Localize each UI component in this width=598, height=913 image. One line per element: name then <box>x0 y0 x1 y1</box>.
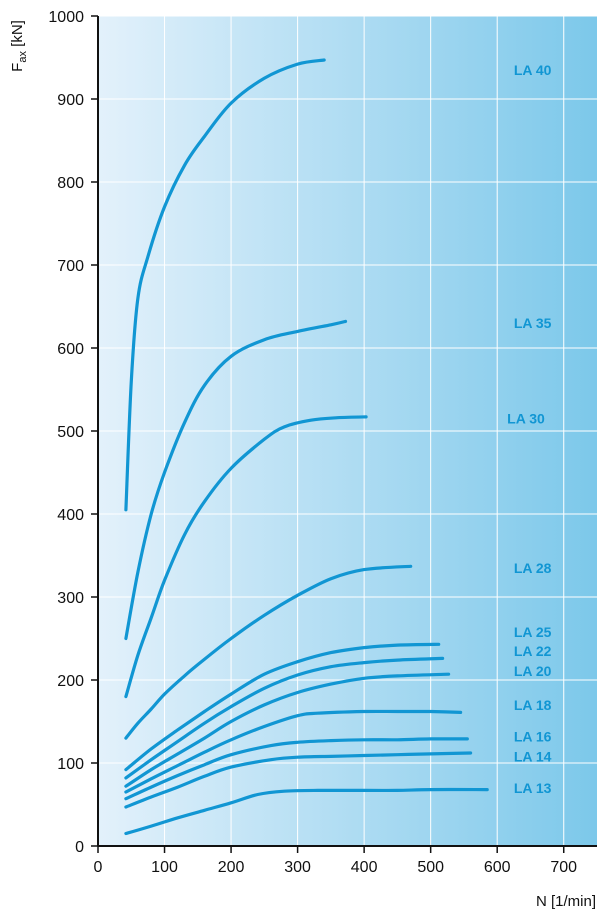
y-tick-label: 300 <box>57 590 84 607</box>
series-label-la-35: LA 35 <box>514 315 552 331</box>
series-line-la-35 <box>124 319 348 641</box>
series-line-la-20 <box>124 672 451 788</box>
series-label-la-28: LA 28 <box>514 560 552 576</box>
series-label-la-16: LA 16 <box>514 728 552 744</box>
series-line-la-16 <box>124 737 469 801</box>
y-tick-label: 200 <box>57 673 84 690</box>
y-tick-label: 100 <box>57 756 84 773</box>
series-label-la-22: LA 22 <box>514 643 552 659</box>
series-label-la-14: LA 14 <box>514 748 552 764</box>
series-line-la-30 <box>124 415 368 699</box>
y-tick-label: 0 <box>75 839 84 856</box>
series-label-la-13: LA 13 <box>514 780 552 796</box>
series-line-la-40 <box>124 58 326 512</box>
series-label-la-20: LA 20 <box>514 663 552 679</box>
curves <box>124 58 489 836</box>
y-tick-label: 400 <box>57 507 84 524</box>
series-line-la-25 <box>124 642 441 772</box>
y-tick-label: 800 <box>57 175 84 192</box>
x-tick-label: 300 <box>284 859 311 876</box>
x-tick-label: 400 <box>351 859 378 876</box>
x-tick-label: 200 <box>218 859 245 876</box>
series-label-la-18: LA 18 <box>514 697 552 713</box>
series-label-la-30: LA 30 <box>507 411 545 427</box>
x-tick-label: 700 <box>550 859 577 876</box>
series-line-la-13 <box>124 787 489 836</box>
series-label-la-25: LA 25 <box>514 624 552 640</box>
axes: 0 100 200 300 400 500 600 700 800 900 1000 0 100 200 3… <box>48 9 597 876</box>
x-axis-label: N [1/min] <box>536 893 596 910</box>
y-tick-label: 600 <box>57 341 84 358</box>
x-tick-label: 600 <box>484 859 511 876</box>
series-line-la-14 <box>124 751 473 809</box>
series-labels: LA 40 LA 35 LA 30 LA 28 LA 25 LA 22 LA 20 LA 18… <box>507 62 551 796</box>
series-line-la-18 <box>124 709 463 794</box>
x-tick-label: 0 <box>94 859 103 876</box>
x-tick-label: 500 <box>417 859 444 876</box>
y-tick-label: 500 <box>57 424 84 441</box>
y-tick-label: 900 <box>57 92 84 109</box>
y-tick-label: 1000 <box>48 9 84 26</box>
series-label-la-40: LA 40 <box>514 62 552 78</box>
y-tick-label: 700 <box>57 258 84 275</box>
y-axis-label: Fax [kN] <box>9 20 29 72</box>
x-tick-label: 100 <box>151 859 178 876</box>
series-line-la-22 <box>124 656 445 780</box>
series-line-la-28 <box>124 564 413 740</box>
